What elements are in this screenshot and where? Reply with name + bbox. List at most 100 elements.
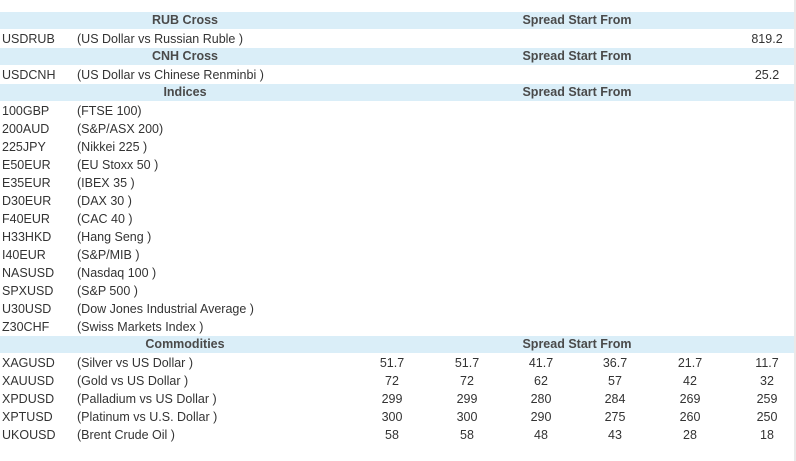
spread-value: 275 (604, 410, 626, 424)
spread-label: Spread Start From (522, 85, 632, 99)
section-header: CNH Cross Spread Start From (0, 48, 796, 65)
description-cell: (FTSE 100) (77, 104, 142, 118)
spread-value: 36.7 (602, 356, 628, 370)
spread-value: 284 (604, 392, 626, 406)
description-cell: (DAX 30 ) (77, 194, 132, 208)
section-title: CNH Cross (152, 49, 218, 63)
spread-value: 299 (456, 392, 478, 406)
spread-value: 250 (756, 410, 778, 424)
table-row: D30EUR (DAX 30 ) (0, 192, 796, 210)
spread-value: 48 (534, 428, 548, 442)
spread-value: 72 (385, 374, 399, 388)
spread-label: Spread Start From (522, 49, 632, 63)
symbol-cell: XPDUSD (2, 392, 55, 406)
spread-value: 58 (460, 428, 474, 442)
description-cell: (Platinum vs U.S. Dollar ) (77, 410, 218, 424)
spread-value: 819.2 (751, 32, 783, 46)
symbol-cell: XAGUSD (2, 356, 55, 370)
spread-value: 21.7 (677, 356, 703, 370)
section-header: Indices Spread Start From (0, 84, 796, 101)
spread-value: 58 (385, 428, 399, 442)
spread-value: 43 (608, 428, 622, 442)
spread-value: 42 (683, 374, 697, 388)
description-cell: (Swiss Markets Index ) (77, 320, 204, 334)
table-row: 100GBP (FTSE 100) (0, 102, 796, 120)
table-row: XPDUSD (Palladium vs US Dollar ) 299 299 280… (0, 390, 796, 408)
description-cell: (S&P/MIB ) (77, 248, 140, 262)
table-row: USDRUB (US Dollar vs Russian Ruble ) 819.2 (0, 30, 796, 48)
table-row: F40EUR (CAC 40 ) (0, 210, 796, 228)
section-header: RUB Cross Spread Start From (0, 12, 796, 29)
spread-table: RUB Cross Spread Start From USDRUB (US Doll… (0, 0, 796, 444)
symbol-cell: D30EUR (2, 194, 52, 208)
symbol-cell: H33HKD (2, 230, 52, 244)
spread-value: 280 (530, 392, 552, 406)
table-row: Z30CHF (Swiss Markets Index ) (0, 318, 796, 336)
table-row: H33HKD (Hang Seng ) (0, 228, 796, 246)
scrollbar-edge (794, 0, 796, 461)
spread-value: 51.7 (379, 356, 405, 370)
table-row: I40EUR (S&P/MIB ) (0, 246, 796, 264)
description-cell: (US Dollar vs Russian Ruble ) (77, 32, 244, 46)
table-row: SPXUSD (S&P 500 ) (0, 282, 796, 300)
description-cell: (US Dollar vs Chinese Renminbi ) (77, 68, 264, 82)
description-cell: (Dow Jones Industrial Average ) (77, 302, 254, 316)
description-cell: (CAC 40 ) (77, 212, 133, 226)
spread-value: 269 (679, 392, 701, 406)
spread-value: 300 (456, 410, 478, 424)
table-body: RUB Cross Spread Start From USDRUB (US Doll… (0, 12, 796, 444)
spread-value: 32 (760, 374, 774, 388)
table-row: NASUSD (Nasdaq 100 ) (0, 264, 796, 282)
description-cell: (Gold vs US Dollar ) (77, 374, 189, 388)
spread-value: 259 (756, 392, 778, 406)
table-row: U30USD (Dow Jones Industrial Average ) (0, 300, 796, 318)
description-cell: (Palladium vs US Dollar ) (77, 392, 217, 406)
symbol-cell: Z30CHF (2, 320, 50, 334)
spread-value: 41.7 (528, 356, 554, 370)
table-row: UKOUSD (Brent Crude Oil ) 58 58 48 43 28 18 (0, 426, 796, 444)
description-cell: (Nasdaq 100 ) (77, 266, 157, 280)
section-title: Commodities (145, 337, 225, 351)
description-cell: (S&P 500 ) (77, 284, 138, 298)
spread-value: 62 (534, 374, 548, 388)
symbol-cell: XAUUSD (2, 374, 55, 388)
spread-label: Spread Start From (522, 337, 632, 351)
description-cell: (EU Stoxx 50 ) (77, 158, 159, 172)
spread-value: 28 (683, 428, 697, 442)
description-cell: (Silver vs US Dollar ) (77, 356, 193, 370)
spread-value: 51.7 (454, 356, 480, 370)
symbol-cell: F40EUR (2, 212, 50, 226)
spread-value: 72 (460, 374, 474, 388)
symbol-cell: E50EUR (2, 158, 51, 172)
symbol-cell: 225JPY (2, 140, 46, 154)
description-cell: (S&P/ASX 200) (77, 122, 164, 136)
symbol-cell: 100GBP (2, 104, 50, 118)
spread-value: 260 (679, 410, 701, 424)
symbol-cell: UKOUSD (2, 428, 56, 442)
table-row: XPTUSD (Platinum vs U.S. Dollar ) 300 300 29… (0, 408, 796, 426)
spread-value: 299 (381, 392, 403, 406)
symbol-cell: USDCNH (2, 68, 56, 82)
section-title: Indices (163, 85, 207, 99)
table-row-clipped (0, 0, 796, 12)
spread-value: 290 (530, 410, 552, 424)
spread-value: 18 (760, 428, 774, 442)
spread-value: 57 (608, 374, 622, 388)
symbol-cell: XPTUSD (2, 410, 53, 424)
section-title: RUB Cross (152, 13, 218, 27)
symbol-cell: E35EUR (2, 176, 51, 190)
symbol-cell: 200AUD (2, 122, 50, 136)
symbol-cell: NASUSD (2, 266, 55, 280)
description-cell: (Hang Seng ) (77, 230, 152, 244)
spread-value: 300 (381, 410, 403, 424)
symbol-cell: SPXUSD (2, 284, 54, 298)
table-row: 200AUD (S&P/ASX 200) (0, 120, 796, 138)
table-row: USDCNH (US Dollar vs Chinese Renminbi ) 25… (0, 66, 796, 84)
table-row: XAUUSD (Gold vs US Dollar ) 72 72 62 57 42 32 (0, 372, 796, 390)
spread-label: Spread Start From (522, 13, 632, 27)
symbol-cell: U30USD (2, 302, 52, 316)
description-cell: (Brent Crude Oil ) (77, 428, 175, 442)
table-row: XAGUSD (Silver vs US Dollar ) 51.7 51.7 41.7… (0, 354, 796, 372)
description-cell: (IBEX 35 ) (77, 176, 135, 190)
spread-value: 11.7 (755, 356, 779, 370)
